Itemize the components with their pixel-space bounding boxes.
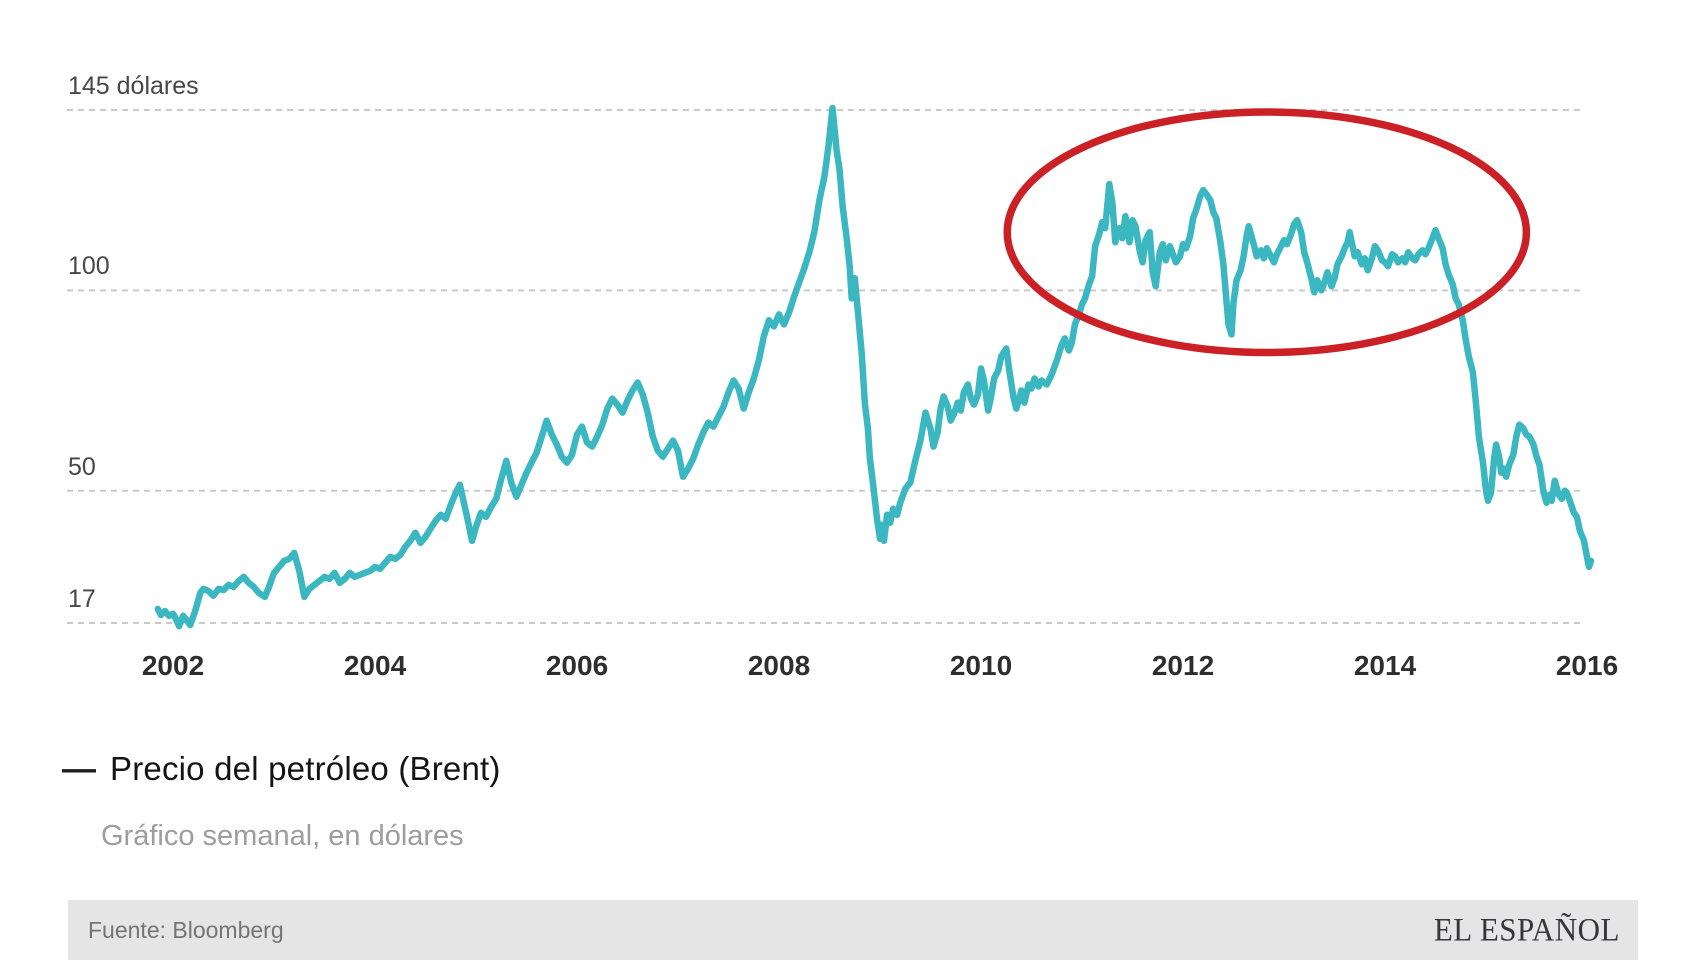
x-axis-label: 2008: [747, 650, 811, 681]
y-axis-label: 50: [68, 452, 96, 481]
x-axis-label: 2006: [545, 650, 609, 681]
brent-price-chart: 145 dólares 100 50 17 2002 2004 2006 2008 2010 20…: [67, 71, 1619, 681]
legend-subtitle: Gráfico semanal, en dólares: [101, 820, 464, 852]
footer-bar: Fuente: Bloomberg EL ESPAÑOL: [68, 900, 1638, 960]
highlight-ellipse-annotation: [1003, 108, 1531, 357]
x-axis-label: 2002: [141, 650, 205, 681]
y-axis-label: 100: [68, 252, 110, 281]
legend-title: Precio del petróleo (Brent): [110, 750, 501, 787]
x-axis-label: 2016: [1555, 650, 1619, 681]
x-axis-label: 2004: [343, 650, 407, 681]
legend: — Precio del petróleo (Brent): [62, 750, 501, 788]
y-axis-label: 145 dólares: [68, 71, 199, 100]
chart-canvas: [67, 104, 1595, 630]
x-axis-label: 2012: [1151, 650, 1215, 681]
source-label: Fuente: Bloomberg: [88, 916, 284, 943]
x-axis-label: 2010: [949, 650, 1013, 681]
brand-logo: EL ESPAÑOL: [1433, 911, 1620, 948]
x-axis-label: 2014: [1353, 650, 1417, 681]
price-line: [154, 104, 1595, 630]
legend-line-swatch-icon: —: [62, 750, 96, 788]
y-axis-label: 17: [68, 585, 96, 613]
